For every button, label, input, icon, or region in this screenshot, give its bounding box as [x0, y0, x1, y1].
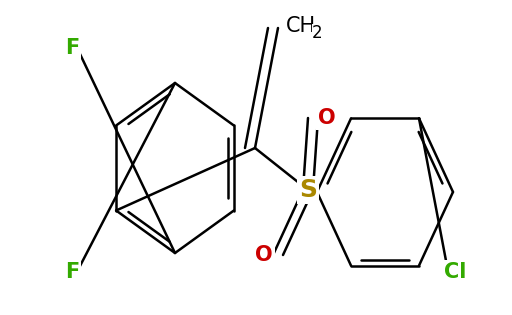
Text: O: O — [318, 108, 336, 128]
Text: 2: 2 — [312, 24, 323, 42]
Text: O: O — [255, 245, 273, 265]
Text: F: F — [65, 38, 79, 58]
Text: Cl: Cl — [444, 262, 466, 282]
Text: CH: CH — [286, 16, 316, 36]
Text: F: F — [65, 262, 79, 282]
Text: S: S — [299, 178, 317, 202]
